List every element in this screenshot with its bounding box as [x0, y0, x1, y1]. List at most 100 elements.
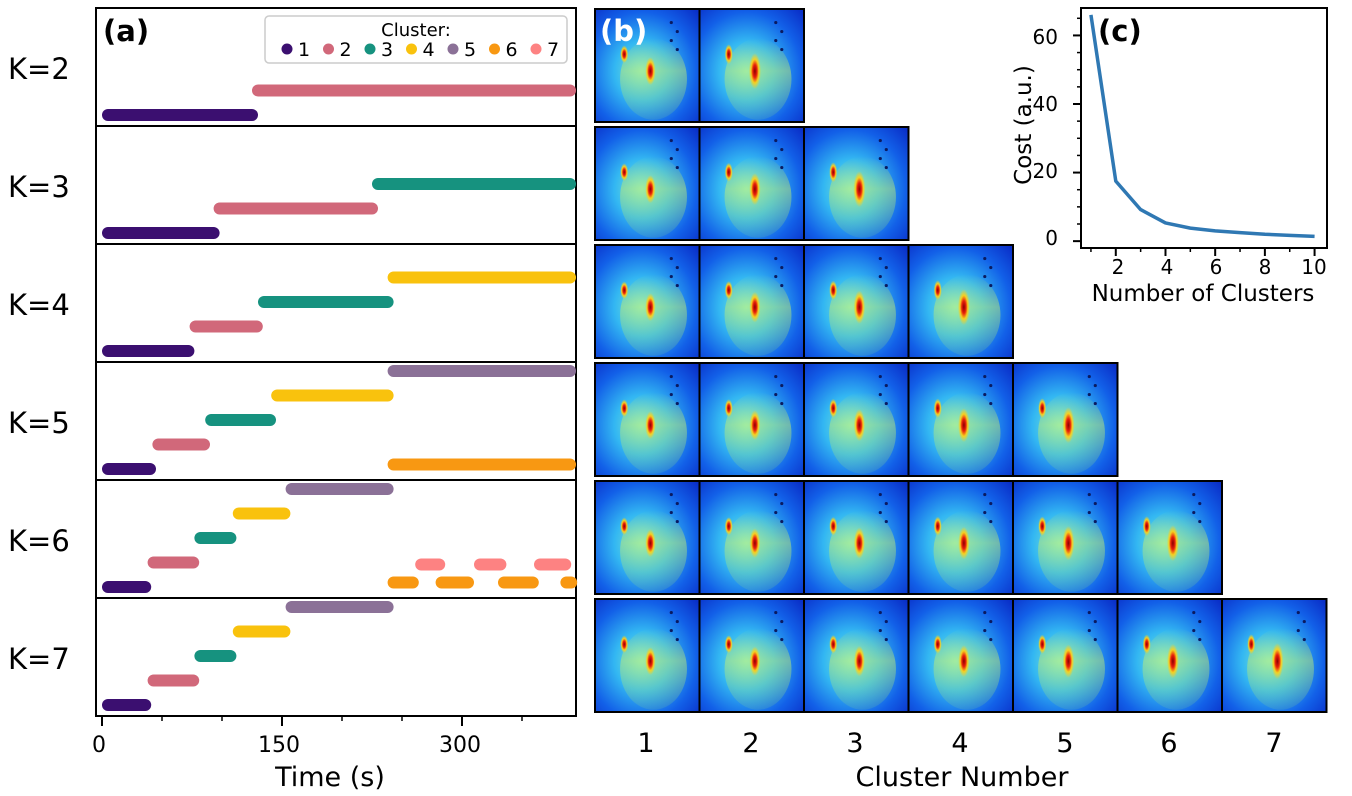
cost-curve — [1089, 14, 1315, 239]
tile-hotspot — [933, 516, 942, 536]
tile-marker-dot — [675, 147, 679, 152]
cluster-image-tile — [594, 598, 701, 713]
tile-marker-dot — [878, 274, 882, 279]
tile-marker-dot — [774, 492, 778, 497]
tile-hotspot — [853, 171, 866, 208]
tile-marker-dot — [1093, 501, 1097, 506]
cluster-image-tile — [698, 126, 805, 241]
tile-marker-dot — [774, 628, 778, 633]
tile-marker-dot — [1198, 637, 1202, 642]
tile-hotspot — [829, 635, 838, 654]
tile-marker-dot — [983, 492, 987, 497]
cluster-image-tile — [594, 126, 701, 241]
tile-hotspot — [1062, 644, 1075, 678]
tile-marker-dot — [884, 265, 888, 270]
tile-hotspot — [645, 529, 656, 558]
tile-marker-dot — [989, 283, 993, 288]
cluster-image-tile — [1012, 362, 1119, 477]
column-label-2: 2 — [742, 728, 759, 759]
tile-hotspot — [829, 398, 838, 418]
tile-hotspot — [829, 280, 838, 300]
cluster-image-tile — [594, 8, 701, 123]
tile-marker-dot — [983, 628, 987, 633]
legend-marker-4 — [406, 43, 417, 55]
tile-marker-dot — [989, 265, 993, 270]
panel-a-xlabel: Time (s) — [274, 762, 385, 793]
cluster-image-tile — [803, 480, 910, 595]
panel-a-xtick-150: 150 — [258, 733, 300, 758]
tile-marker-dot — [1302, 637, 1306, 642]
column-label-4: 4 — [951, 728, 968, 759]
tile-hotspot — [1166, 525, 1179, 562]
cluster-image-tile — [698, 362, 805, 477]
tile-hotspot — [933, 398, 942, 418]
tile-hotspot — [1062, 525, 1075, 561]
cluster-image-tile — [1012, 598, 1119, 713]
tile-hotspot — [748, 53, 761, 90]
cluster-image-tile — [698, 244, 805, 359]
tile-hotspot — [645, 647, 656, 676]
column-label-1: 1 — [637, 728, 654, 759]
tile-marker-dot — [983, 510, 987, 515]
cluster-image-tile — [803, 362, 910, 477]
tile-marker-dot — [1093, 519, 1097, 524]
legend-label-1: 1 — [298, 39, 310, 61]
tile-marker-dot — [780, 637, 784, 642]
tile-hotspot — [829, 516, 838, 536]
panel-c-xtick-4: 4 — [1161, 255, 1174, 279]
tile-marker-dot — [780, 401, 784, 406]
tile-hotspot — [1167, 643, 1179, 679]
tile-marker-dot — [1296, 610, 1300, 615]
tile-hotspot — [724, 162, 733, 182]
tile-hotspot — [933, 280, 942, 301]
tile-marker-dot — [878, 610, 882, 615]
tile-marker-dot — [1087, 374, 1091, 379]
cluster-image-tile — [594, 480, 701, 595]
row-label-k3: K=3 — [8, 170, 70, 204]
row-label-k2: K=2 — [8, 52, 70, 86]
tile-hotspot — [645, 411, 656, 440]
legend-label-6: 6 — [506, 39, 518, 61]
tile-hotspot — [749, 410, 761, 441]
tile-marker-dot — [774, 610, 778, 615]
tile-marker-dot — [780, 519, 784, 524]
tile-marker-dot — [780, 47, 784, 52]
tile-hotspot — [620, 399, 629, 418]
tile-marker-dot — [1192, 610, 1196, 615]
tile-marker-dot — [780, 383, 784, 388]
tile-marker-dot — [669, 628, 673, 633]
legend-title: Cluster: — [381, 20, 451, 41]
row-label-k7: K=7 — [8, 642, 70, 676]
cluster-image-tile — [698, 8, 805, 123]
tile-marker-dot — [780, 265, 784, 270]
row-label-k5: K=5 — [8, 406, 70, 440]
legend-label-4: 4 — [423, 39, 435, 61]
tile-marker-dot — [1192, 628, 1196, 633]
tile-marker-dot — [1198, 619, 1202, 624]
panel-a-timelines — [95, 7, 578, 726]
panel-c-cost-plot — [1073, 7, 1328, 256]
tile-marker-dot — [780, 147, 784, 152]
tile-hotspot — [1271, 643, 1284, 680]
panel-b-image-grid — [594, 8, 1328, 713]
tile-marker-dot — [1087, 628, 1091, 633]
tile-hotspot — [724, 635, 733, 654]
tile-marker-dot — [774, 20, 778, 25]
tile-marker-dot — [1302, 619, 1306, 624]
tile-marker-dot — [989, 401, 993, 406]
tile-marker-dot — [675, 165, 679, 170]
tile-marker-dot — [675, 501, 679, 506]
panel-c-labels: (c) Number of Clusters Cost (a.u.) 2 4 6… — [1011, 14, 1327, 307]
cluster-legend: Cluster: 1 2 3 4 5 6 7 — [264, 15, 568, 64]
tile-hotspot — [724, 517, 733, 536]
tile-marker-dot — [884, 619, 888, 624]
tile-hotspot — [1038, 398, 1047, 419]
panel-b-labels: (b) 1 2 3 4 5 6 7 Cluster Number — [600, 14, 1283, 793]
panel-a-xtick-0: 0 — [92, 733, 106, 758]
panel-c-xlabel: Number of Clusters — [1092, 281, 1315, 307]
tile-hotspot — [749, 173, 761, 206]
tile-marker-dot — [669, 20, 673, 25]
tile-marker-dot — [884, 383, 888, 388]
tile-marker-dot — [675, 283, 679, 288]
tile-marker-dot — [1296, 628, 1300, 633]
